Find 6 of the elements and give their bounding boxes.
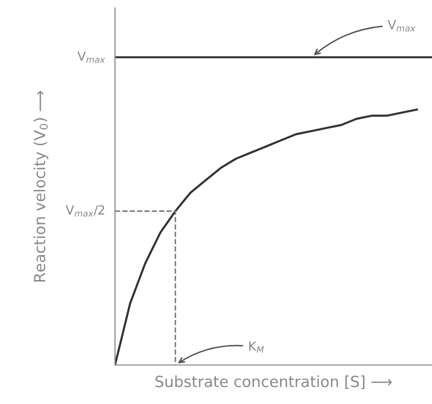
annotation: K$_{M}$	[249, 341, 264, 353]
text: V$_{max}$/2	[66, 205, 104, 217]
y-axis-title: Reaction velocity (V$_{0}$) ⟶	[34, 90, 48, 282]
text: V$_{max}$	[77, 52, 106, 63]
x-axis-title: Substrate concentration [S] ⟶	[156, 375, 392, 390]
text: V$_{max}$	[388, 20, 416, 32]
